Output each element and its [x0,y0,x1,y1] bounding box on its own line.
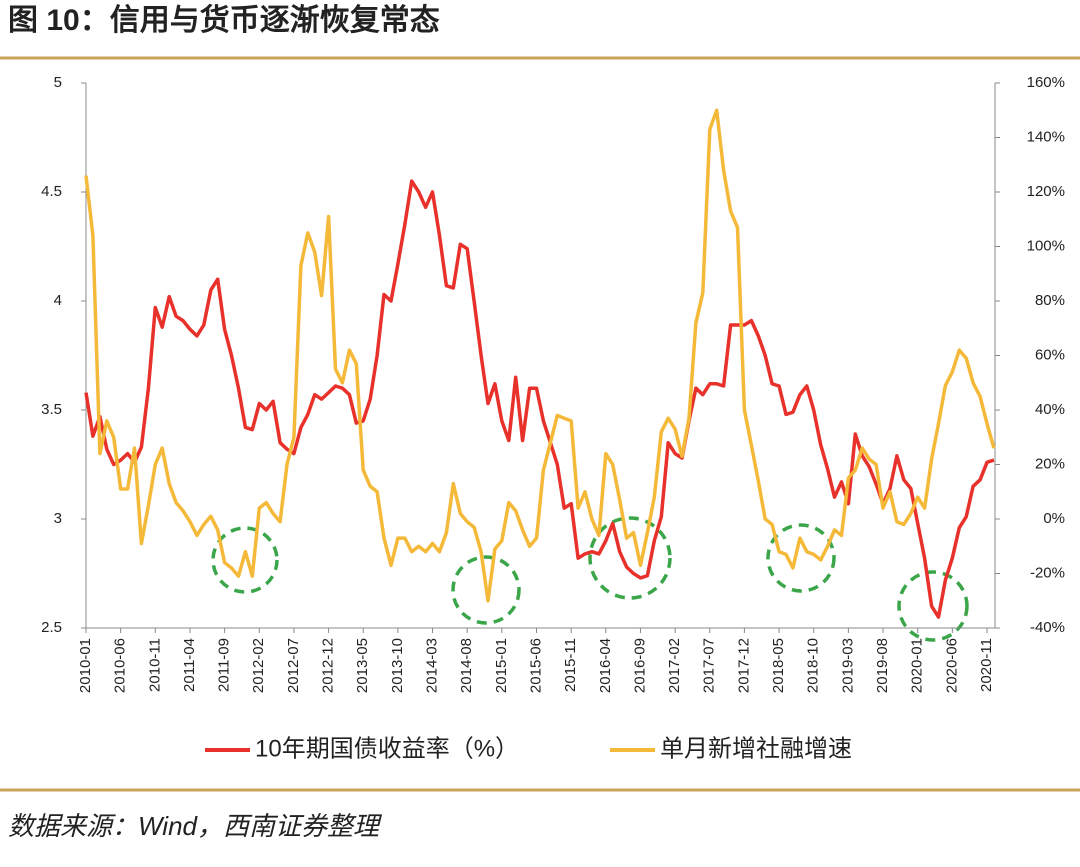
x-tick-label: 2019-03 [839,638,856,693]
x-tick-label: 2014-03 [424,638,441,693]
x-tick-label: 2020-01 [909,638,926,693]
x-tick-label: 2020-06 [943,638,960,693]
highlight-circle [588,516,672,600]
y-tick-label: 3 [54,510,62,527]
y-tick-label: 3.5 [41,401,62,418]
x-tick-label: 2015-06 [527,638,544,693]
y2-tick-label: 60% [1035,346,1065,363]
x-tick-label: 2012-02 [250,638,267,693]
y2-tick-label: 140% [1027,128,1065,145]
y2-tick-label: 80% [1035,292,1065,309]
x-tick-label: 2012-07 [285,638,302,693]
x-tick-label: 2017-12 [735,638,752,693]
x-tick-label: 2013-05 [354,638,371,693]
x-tick-label: 2012-12 [320,638,337,693]
y2-tick-label: 20% [1035,455,1065,472]
x-tick-label: 2020-11 [978,638,995,692]
highlight-circles [211,516,969,642]
x-tick-label: 2019-08 [874,638,891,693]
x-tick-label: 2011-09 [216,638,233,692]
x-tick-label: 2015-01 [493,638,510,693]
series-line [84,179,995,619]
x-tick-label: 2011-04 [181,638,198,692]
y2-tick-label: -20% [1030,564,1065,581]
legend-label: 单月新增社融增速 [660,735,852,762]
x-tick-label: 2016-04 [597,638,614,693]
series-line [84,108,996,603]
highlight-circle [451,555,521,625]
x-tick-label: 2016-09 [631,638,648,693]
x-tick-label: 2010-01 [77,638,94,693]
x-tick-label: 2013-10 [389,638,406,693]
x-tick-label: 2017-02 [666,638,683,693]
y2-tick-label: 40% [1035,401,1065,418]
y2-tick-label: 120% [1027,183,1065,200]
x-tick-label: 2018-10 [805,638,822,693]
y2-tick-label: -40% [1030,619,1065,636]
legend-label: 10年期国债收益率（%） [255,735,519,762]
x-tick-label: 2010-11 [146,638,163,692]
y2-tick-label: 100% [1027,237,1065,254]
highlight-circle [897,570,969,642]
highlight-circle [211,526,279,594]
x-tick-label: 2018-05 [770,638,787,693]
y2-tick-label: 0% [1043,510,1065,527]
source-note: 数据来源：Wind，西南证券整理 [8,811,383,841]
y-tick-label: 2.5 [41,619,62,636]
highlight-circle [766,523,836,593]
x-tick-label: 2015-11 [562,638,579,692]
y2-tick-label: 160% [1027,74,1065,91]
x-tick-label: 2010-06 [112,638,129,693]
y-tick-label: 4.5 [41,183,62,200]
y-tick-label: 4 [54,292,62,309]
chart-title: 图 10：信用与货币逐渐恢复常态 [8,3,440,37]
x-tick-label: 2017-07 [701,638,718,693]
y-tick-label: 5 [54,74,62,91]
x-tick-label: 2014-08 [458,638,475,693]
